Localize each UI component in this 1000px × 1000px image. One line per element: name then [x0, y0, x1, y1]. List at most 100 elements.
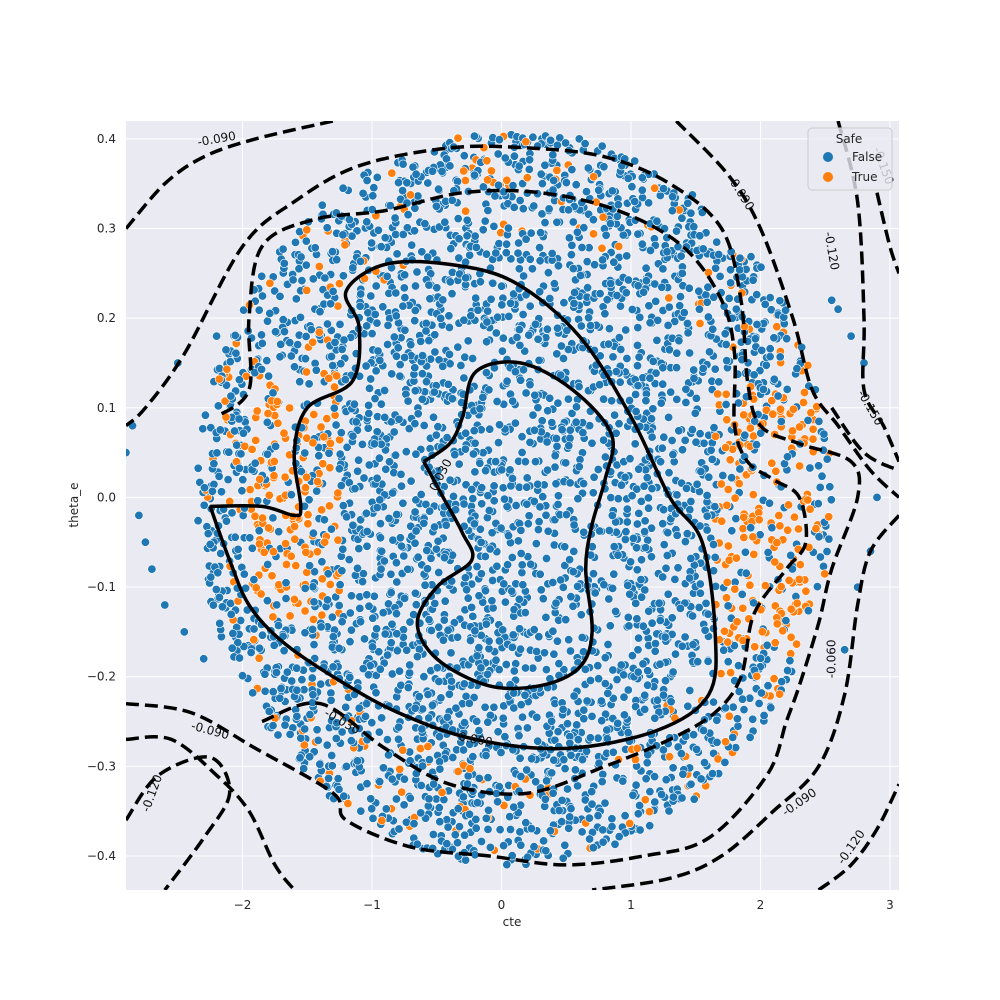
- point-false: [754, 698, 764, 708]
- point-false: [631, 389, 641, 399]
- point-false: [482, 317, 492, 327]
- point-false: [400, 325, 410, 335]
- point-false: [440, 217, 450, 227]
- point-false: [824, 534, 834, 544]
- point-false: [756, 688, 766, 698]
- point-false: [234, 375, 244, 385]
- point-false: [651, 296, 661, 306]
- point-false: [257, 630, 267, 640]
- point-false: [392, 577, 402, 587]
- point-false: [459, 718, 469, 728]
- point-false: [278, 244, 288, 254]
- point-false: [537, 179, 547, 189]
- point-false: [453, 214, 463, 224]
- point-false: [525, 380, 535, 390]
- point-false: [746, 523, 756, 533]
- point-false: [231, 348, 241, 358]
- point-false: [305, 561, 315, 571]
- point-false: [739, 705, 749, 715]
- point-false: [585, 675, 595, 685]
- point-false: [460, 830, 470, 840]
- point-false: [721, 339, 731, 349]
- point-false: [499, 841, 509, 851]
- point-false: [437, 166, 447, 176]
- point-false: [410, 507, 420, 517]
- point-false: [301, 260, 311, 270]
- point-false: [427, 700, 437, 710]
- point-false: [401, 447, 411, 457]
- point-false: [459, 499, 469, 509]
- point-false: [525, 254, 535, 264]
- point-false: [403, 210, 413, 220]
- point-false: [632, 519, 642, 529]
- point-false: [620, 534, 630, 544]
- point-false: [502, 239, 512, 249]
- point-false: [803, 415, 813, 425]
- point-false: [416, 489, 426, 499]
- point-false: [236, 449, 246, 459]
- point-false: [533, 334, 543, 344]
- point-true: [721, 443, 731, 453]
- point-false: [411, 449, 421, 459]
- point-false: [403, 683, 413, 693]
- point-false: [648, 356, 658, 366]
- point-false: [383, 320, 393, 330]
- point-true: [750, 642, 760, 652]
- point-false: [566, 592, 576, 602]
- point-false: [459, 151, 469, 161]
- point-false: [371, 281, 381, 291]
- point-false: [637, 185, 647, 195]
- point-false: [331, 420, 341, 430]
- point-true: [322, 414, 332, 424]
- point-false: [405, 617, 415, 627]
- point-false: [392, 509, 402, 519]
- point-false: [448, 491, 458, 501]
- point-false: [419, 518, 429, 528]
- point-false: [621, 527, 631, 537]
- point-false: [633, 667, 643, 677]
- point-false: [703, 282, 713, 292]
- point-false: [676, 749, 686, 759]
- point-false: [702, 297, 712, 307]
- point-true: [552, 165, 562, 175]
- point-false: [567, 240, 577, 250]
- point-false: [310, 243, 320, 253]
- point-false: [549, 176, 559, 186]
- point-false: [638, 621, 648, 631]
- point-false: [381, 464, 391, 474]
- point-false: [375, 519, 385, 529]
- point-false: [444, 311, 454, 321]
- point-false: [756, 262, 766, 272]
- point-false: [327, 750, 337, 760]
- point-false: [708, 697, 718, 707]
- point-false: [304, 379, 314, 389]
- point-true: [793, 524, 803, 534]
- point-false: [524, 164, 534, 174]
- point-false: [597, 777, 607, 787]
- point-false: [712, 237, 722, 247]
- point-false: [545, 393, 555, 403]
- point-false: [497, 465, 507, 475]
- point-false: [647, 432, 657, 442]
- point-false: [351, 417, 361, 427]
- point-false: [372, 624, 382, 634]
- point-false: [498, 333, 508, 343]
- point-false: [644, 606, 654, 616]
- point-true: [738, 524, 748, 534]
- point-false: [814, 416, 824, 426]
- point-false: [493, 438, 503, 448]
- point-false: [782, 334, 792, 344]
- point-false: [438, 361, 448, 371]
- point-false: [533, 525, 543, 535]
- point-false: [226, 609, 236, 619]
- point-false: [645, 373, 655, 383]
- point-false: [647, 484, 657, 494]
- point-false: [694, 602, 704, 612]
- point-true: [343, 798, 353, 808]
- point-false: [494, 665, 504, 675]
- point-false: [400, 270, 410, 280]
- point-false: [372, 502, 382, 512]
- point-false: [663, 528, 673, 538]
- point-false: [391, 794, 401, 804]
